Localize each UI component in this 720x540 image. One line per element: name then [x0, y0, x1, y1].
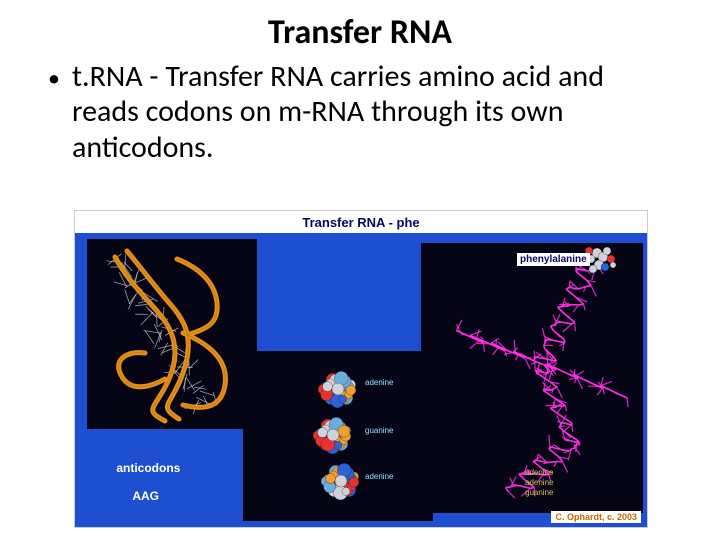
label-adenine-right: adenine [525, 469, 553, 477]
slide-title: Transfer RNA [48, 12, 672, 53]
label-adenine2-center: adenine [365, 473, 393, 481]
figure-title: Transfer RNA - phe [75, 211, 647, 233]
label-adenine2-right: adenine [525, 479, 553, 487]
bullet-text: t.RNA - Transfer RNA carries amino acid … [72, 59, 672, 165]
panel-trna-ribbon [87, 239, 257, 429]
panel-trna-sticks: adenine adenine guanine [421, 243, 643, 513]
attribution-text: C. Ophardt, c. 2003 [555, 512, 637, 522]
trna-ribbon-svg [87, 239, 257, 429]
label-anticodons: anticodons AAG [103, 447, 180, 517]
trna-figure: Transfer RNA - phe adenine adenine guani… [74, 210, 648, 528]
panel-anticodon-cpk: adenine guanine adenine [243, 351, 433, 521]
label-anticodons-line1: anticodons [116, 461, 180, 475]
label-guanine-center: guanine [365, 427, 393, 435]
anticodon-cpk-svg [243, 351, 433, 521]
bullet-marker: • [48, 59, 72, 94]
label-guanine-right: guanine [525, 489, 553, 497]
label-anticodons-line2: AAG [116, 489, 159, 503]
bullet-item: • t.RNA - Transfer RNA carries amino aci… [48, 59, 672, 165]
figure-attribution: C. Ophardt, c. 2003 [551, 511, 641, 523]
figure-title-text: Transfer RNA - phe [302, 215, 419, 230]
label-phenylalanine: phenylalanine [517, 253, 590, 266]
label-adenine-center: adenine [365, 379, 393, 387]
